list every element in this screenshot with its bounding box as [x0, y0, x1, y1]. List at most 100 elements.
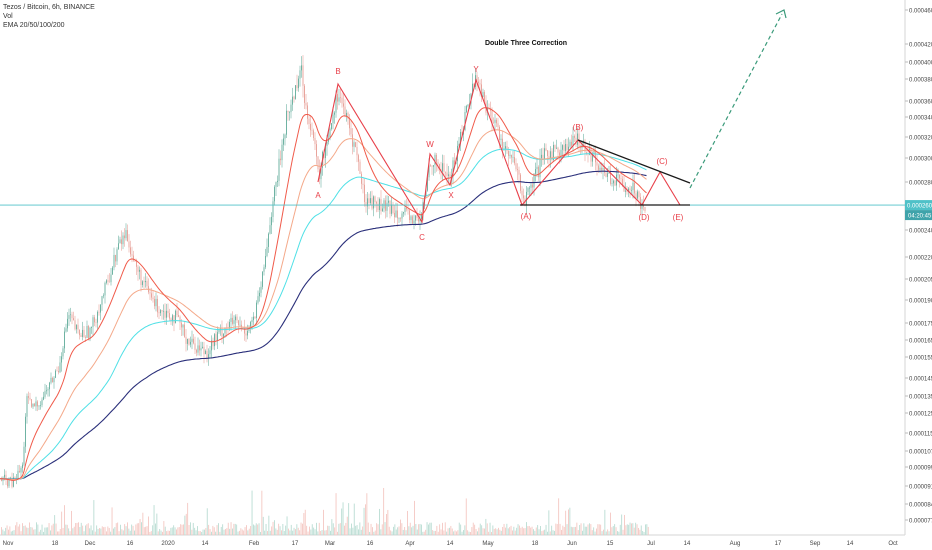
candle-body	[232, 317, 233, 324]
volume-bar	[583, 523, 585, 535]
candle-body	[244, 327, 245, 334]
candle-body	[196, 349, 197, 353]
volume-bar	[558, 498, 560, 535]
volume-bar	[355, 525, 357, 535]
candle-body	[121, 239, 122, 245]
candle-body	[413, 220, 415, 224]
volume-bar	[170, 527, 172, 535]
volume-bar	[449, 527, 450, 535]
y-tick-label: 0.0000990	[909, 466, 932, 472]
candle-body	[13, 477, 14, 487]
volume-bar	[276, 529, 278, 535]
volume-bar	[576, 522, 578, 535]
wave-label: (E)	[673, 213, 684, 222]
candle-body	[206, 350, 208, 358]
volume-bar	[582, 530, 583, 535]
volume-bar	[52, 523, 54, 535]
volume-bar	[383, 487, 385, 535]
volume-bar	[47, 527, 49, 535]
y-tick-label: 0.0003800	[909, 78, 932, 84]
volume-bar	[125, 526, 127, 535]
volume-bar	[640, 525, 642, 535]
candle-body	[571, 141, 572, 146]
volume-bar	[20, 531, 22, 535]
candle-body	[565, 144, 566, 151]
candle-body	[383, 200, 385, 209]
volume-bar	[209, 529, 211, 535]
candle-body	[241, 324, 242, 328]
candle-body	[35, 401, 37, 407]
volume-bar	[41, 524, 43, 535]
volume-bar	[569, 507, 571, 535]
candle-body	[88, 326, 89, 340]
volume-bar	[94, 531, 96, 535]
volume-bar	[407, 510, 408, 535]
volume-bar	[380, 529, 382, 535]
volume-bar	[152, 525, 154, 535]
candle-body	[568, 146, 569, 151]
candle-body	[55, 370, 56, 378]
candle-body	[611, 183, 613, 184]
volume-bar	[474, 524, 476, 535]
volume-bar	[149, 531, 151, 535]
volume-bar	[191, 529, 193, 535]
volume-bar	[183, 524, 184, 535]
volume-bar	[38, 531, 40, 535]
volume-bar	[313, 527, 315, 535]
volume-bar	[412, 525, 414, 535]
candle-body	[208, 354, 209, 358]
candle-body	[560, 149, 562, 156]
volume-bar	[115, 523, 117, 535]
countdown-tag-bg	[905, 210, 932, 221]
volume-bar	[90, 525, 92, 535]
candle-body	[317, 156, 319, 170]
volume-bar	[439, 524, 441, 535]
volume-bar	[493, 528, 495, 535]
candle-body	[538, 166, 539, 178]
candle-body	[259, 292, 260, 297]
candle-body	[229, 321, 230, 329]
volume-bar	[62, 527, 64, 535]
candle-body	[65, 328, 67, 332]
y-tick-label: 0.0001550	[909, 356, 932, 362]
candle-body	[110, 274, 112, 283]
volume-bar	[335, 493, 337, 535]
volume-bar	[587, 524, 589, 535]
candle-body	[142, 281, 143, 285]
candle-body	[149, 292, 151, 294]
candle-body	[238, 320, 239, 326]
volume-bar	[470, 531, 471, 535]
candle-body	[401, 213, 403, 219]
volume-bar	[397, 527, 399, 535]
volume-bar	[425, 529, 427, 535]
candle-body	[290, 104, 292, 113]
candle-body	[643, 204, 644, 208]
candle-body	[370, 198, 371, 203]
candle-body	[163, 311, 164, 312]
candle-body	[145, 281, 146, 283]
volume-bar	[363, 507, 365, 535]
candle-body	[182, 324, 184, 328]
volume-bar	[537, 525, 539, 535]
volume-bar	[643, 531, 645, 535]
candle-body	[271, 216, 272, 226]
volume-bar	[107, 526, 109, 535]
volume-bar	[362, 526, 364, 535]
volume-bar	[359, 522, 361, 535]
volume-bar	[5, 527, 7, 535]
volume-bar	[570, 526, 572, 535]
candle-body	[283, 138, 284, 145]
volume-bar	[624, 514, 625, 535]
volume-bar	[164, 526, 166, 535]
volume-bar	[141, 522, 142, 535]
volume-bar	[65, 524, 67, 535]
volume-bar	[278, 523, 280, 535]
candle-body	[535, 169, 536, 174]
legend-symbol: Tezos / Bitcoin, 6h, BINANCE	[3, 4, 95, 11]
candle-body	[436, 154, 437, 163]
candle-body	[545, 148, 547, 151]
candle-body	[284, 134, 286, 139]
volume-bar	[40, 529, 42, 535]
volume-bar	[96, 525, 98, 535]
